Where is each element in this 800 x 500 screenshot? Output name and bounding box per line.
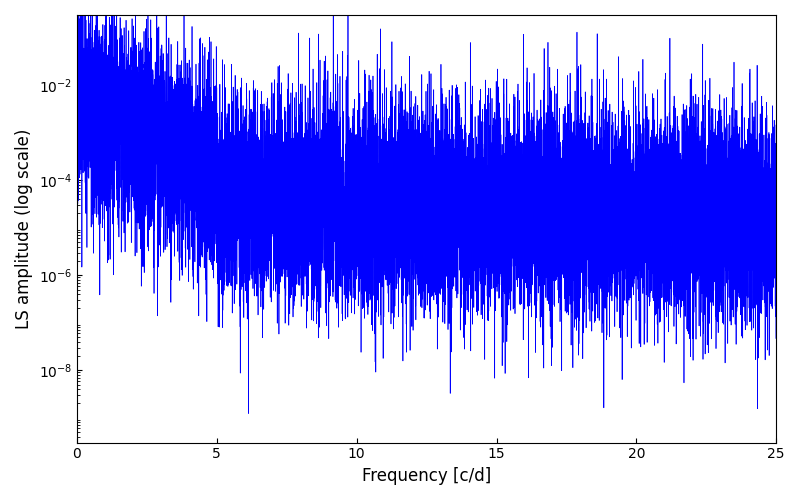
Y-axis label: LS amplitude (log scale): LS amplitude (log scale) xyxy=(15,128,33,329)
X-axis label: Frequency [c/d]: Frequency [c/d] xyxy=(362,467,491,485)
